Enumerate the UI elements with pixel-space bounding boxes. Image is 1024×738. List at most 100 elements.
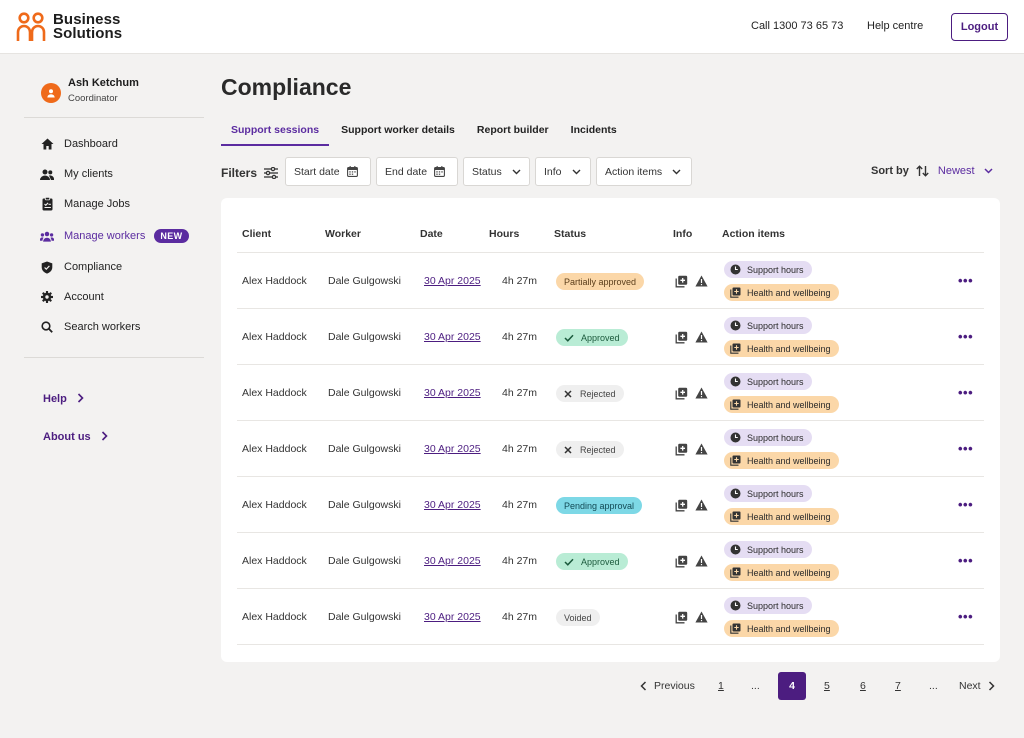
- column-header-client[interactable]: Client: [242, 228, 272, 240]
- column-header-status[interactable]: Status: [554, 228, 587, 240]
- more-options-button[interactable]: •••: [958, 609, 974, 624]
- action-item-support-hours[interactable]: Support hours: [724, 373, 812, 390]
- more-options-button[interactable]: •••: [958, 329, 974, 344]
- status-text: Rejected: [580, 444, 616, 455]
- action-item-health-wellbeing[interactable]: Health and wellbeing: [724, 284, 839, 301]
- action-item-label: Health and wellbeing: [747, 455, 831, 466]
- warning-icon[interactable]: [694, 386, 708, 400]
- more-options-button[interactable]: •••: [958, 385, 974, 400]
- notes-icon[interactable]: [674, 330, 688, 344]
- date-link[interactable]: 30 Apr 2025: [424, 275, 481, 287]
- notes-icon[interactable]: [674, 554, 688, 568]
- table-row[interactable]: Alex Haddock Dale Gulgowski 30 Apr 2025 4h …: [237, 532, 984, 588]
- help-link[interactable]: Help: [43, 392, 84, 406]
- column-header-worker[interactable]: Worker: [325, 228, 361, 240]
- action-item-support-hours[interactable]: Support hours: [724, 429, 812, 446]
- table-row[interactable]: Alex Haddock Dale Gulgowski 30 Apr 2025 4h …: [237, 364, 984, 420]
- action-item-label: Health and wellbeing: [747, 343, 831, 354]
- tab-incidents[interactable]: Incidents: [570, 124, 617, 136]
- page-5-button[interactable]: 5: [824, 680, 830, 692]
- clock-icon: [730, 432, 741, 443]
- column-header-info[interactable]: Info: [673, 228, 693, 240]
- warning-icon[interactable]: [694, 498, 708, 512]
- warning-icon[interactable]: [694, 610, 708, 624]
- date-link[interactable]: 30 Apr 2025: [424, 555, 481, 567]
- previous-page-button[interactable]: Previous: [640, 680, 695, 692]
- page-4-button[interactable]: 4: [778, 672, 806, 700]
- brand-logo[interactable]: Business Solutions: [16, 12, 122, 42]
- status-filter[interactable]: Status: [463, 157, 530, 186]
- sort-control[interactable]: Sort by Newest: [871, 165, 993, 177]
- sidebar-item-my-clients[interactable]: My clients: [40, 166, 113, 182]
- action-item-health-wellbeing[interactable]: Health and wellbeing: [724, 396, 839, 413]
- notes-icon[interactable]: [674, 386, 688, 400]
- user-icon: [47, 89, 55, 98]
- action-item-health-wellbeing[interactable]: Health and wellbeing: [724, 508, 839, 525]
- more-options-button[interactable]: •••: [958, 553, 974, 568]
- notes-icon[interactable]: [674, 610, 688, 624]
- more-options-button[interactable]: •••: [958, 441, 974, 456]
- table-row[interactable]: Alex Haddock Dale Gulgowski 30 Apr 2025 4h …: [237, 476, 984, 532]
- warning-icon[interactable]: [694, 442, 708, 456]
- notes-icon[interactable]: [674, 274, 688, 288]
- start-date-filter[interactable]: Start date: [285, 157, 371, 186]
- notes-icon[interactable]: [674, 498, 688, 512]
- date-link[interactable]: 30 Apr 2025: [424, 499, 481, 511]
- logout-button[interactable]: Logout: [951, 13, 1008, 41]
- warning-icon[interactable]: [694, 274, 708, 288]
- new-badge: NEW: [154, 229, 189, 243]
- sidebar-item-search-workers[interactable]: Search workers: [40, 319, 140, 335]
- health-icon: [730, 511, 741, 522]
- end-date-filter[interactable]: End date: [376, 157, 458, 186]
- table-row[interactable]: Alex Haddock Dale Gulgowski 30 Apr 2025 4h …: [237, 588, 984, 644]
- date-link[interactable]: 30 Apr 2025: [424, 387, 481, 399]
- action-item-health-wellbeing[interactable]: Health and wellbeing: [724, 620, 839, 637]
- shield-icon: [40, 260, 54, 274]
- about-us-link[interactable]: About us: [43, 430, 108, 444]
- tab-support-worker-details[interactable]: Support worker details: [341, 124, 455, 136]
- page-1-button[interactable]: 1: [718, 680, 724, 692]
- action-items-filter[interactable]: Action items: [596, 157, 692, 186]
- tab-support-sessions[interactable]: Support sessions: [221, 118, 330, 146]
- action-item-support-hours[interactable]: Support hours: [724, 541, 812, 558]
- action-item-health-wellbeing[interactable]: Health and wellbeing: [724, 340, 839, 357]
- date-link[interactable]: 30 Apr 2025: [424, 611, 481, 623]
- warning-icon[interactable]: [694, 330, 708, 344]
- table-row[interactable]: Alex Haddock Dale Gulgowski 30 Apr 2025 4h …: [237, 308, 984, 364]
- worker-cell: Dale Gulgowski: [328, 555, 401, 567]
- info-filter[interactable]: Info: [535, 157, 591, 186]
- column-header-hours[interactable]: Hours: [489, 228, 520, 240]
- action-item-support-hours[interactable]: Support hours: [724, 485, 812, 502]
- page-7-button[interactable]: 7: [895, 680, 901, 692]
- sidebar-item-dashboard[interactable]: Dashboard: [40, 136, 118, 152]
- clipboard-icon: [40, 197, 54, 211]
- date-link[interactable]: 30 Apr 2025: [424, 331, 481, 343]
- action-item-label: Health and wellbeing: [747, 399, 831, 410]
- action-item-health-wellbeing[interactable]: Health and wellbeing: [724, 452, 839, 469]
- sidebar-item-manage-jobs[interactable]: Manage Jobs: [40, 196, 130, 212]
- notes-icon[interactable]: [674, 442, 688, 456]
- phone-link[interactable]: Call 1300 73 65 73: [751, 20, 844, 32]
- action-item-support-hours[interactable]: Support hours: [724, 261, 812, 278]
- column-header-action-items[interactable]: Action items: [722, 228, 786, 240]
- action-item-health-wellbeing[interactable]: Health and wellbeing: [724, 564, 839, 581]
- sort-dropdown[interactable]: Newest: [938, 165, 993, 177]
- tab-report-builder[interactable]: Report builder: [476, 124, 549, 136]
- column-header-date[interactable]: Date: [420, 228, 443, 240]
- sidebar-item-account[interactable]: Account: [40, 289, 104, 305]
- date-link[interactable]: 30 Apr 2025: [424, 443, 481, 455]
- table-row[interactable]: Alex Haddock Dale Gulgowski 30 Apr 2025 4h …: [237, 420, 984, 476]
- page-6-button[interactable]: 6: [860, 680, 866, 692]
- more-options-button[interactable]: •••: [958, 497, 974, 512]
- user-profile[interactable]: Ash Ketchum Coordinator: [41, 77, 139, 104]
- more-options-button[interactable]: •••: [958, 273, 974, 288]
- action-item-support-hours[interactable]: Support hours: [724, 597, 812, 614]
- table-row[interactable]: Alex Haddock Dale Gulgowski 30 Apr 2025 4h …: [237, 252, 984, 308]
- next-page-button[interactable]: Next: [959, 680, 995, 692]
- sidebar-divider: [24, 117, 204, 118]
- help-centre-link[interactable]: Help centre: [867, 20, 924, 32]
- sidebar-item-compliance[interactable]: Compliance: [40, 259, 122, 275]
- action-item-support-hours[interactable]: Support hours: [724, 317, 812, 334]
- warning-icon[interactable]: [694, 554, 708, 568]
- sidebar-item-manage-workers[interactable]: Manage workers NEW: [40, 228, 189, 244]
